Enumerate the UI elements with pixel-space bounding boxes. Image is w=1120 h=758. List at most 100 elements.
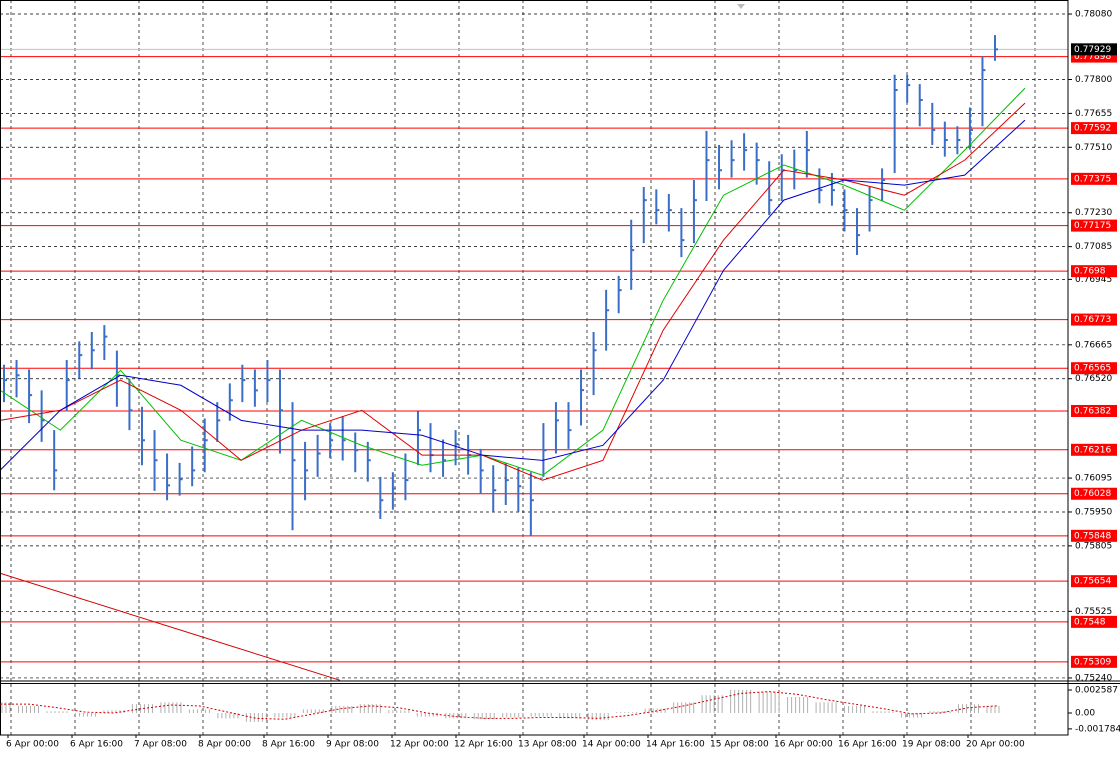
y-tick-label: 0.76665 [1075, 340, 1112, 350]
price-bar [843, 189, 848, 232]
price-bar [379, 476, 384, 519]
moving-average [0, 87, 1026, 476]
y-tick-label: 0.76520 [1075, 374, 1112, 384]
osc-tick-label: 0.002587 [1075, 685, 1118, 695]
price-bar [705, 130, 710, 202]
price-bar [667, 194, 672, 232]
price-bar [228, 383, 233, 421]
level-label-box [1071, 172, 1117, 185]
x-tick-label: 15 Apr 08:00 [710, 740, 769, 750]
price-bar [3, 364, 7, 403]
price-bar [15, 360, 20, 398]
y-tick-label: 0.75525 [1075, 607, 1112, 617]
level-label: 0.77592 [1074, 124, 1111, 134]
price-bar [216, 402, 221, 442]
level-label: 0.76028 [1074, 489, 1111, 499]
price-bar [567, 402, 572, 449]
price-bar [28, 369, 33, 424]
x-tick-label: 20 Apr 00:00 [966, 740, 1025, 750]
x-tick-label: 16 Apr 16:00 [838, 740, 897, 750]
level-label-box [1071, 443, 1117, 456]
level-label: 0.76216 [1074, 445, 1111, 455]
price-bar [805, 130, 810, 178]
x-tick-label: 8 Apr 00:00 [198, 740, 251, 750]
x-tick-label: 12 Apr 16:00 [454, 740, 513, 750]
x-tick-label: 14 Apr 00:00 [582, 740, 641, 750]
y-tick-label: 0.75805 [1075, 541, 1112, 551]
price-bar [53, 430, 58, 491]
moving-average [0, 119, 1026, 471]
price-bar [881, 168, 886, 202]
price-bar [755, 142, 760, 185]
price-bar [868, 187, 873, 232]
price-bar [391, 472, 396, 510]
price-bar [153, 430, 158, 491]
price-bar [354, 432, 359, 473]
price-bar [128, 378, 133, 431]
price-bar [856, 208, 861, 256]
x-tick-label: 16 Apr 00:00 [774, 740, 833, 750]
level-label: 0.77175 [1074, 221, 1111, 231]
x-tick-label: 13 Apr 08:00 [518, 740, 577, 750]
level-label: 0.7548 [1074, 617, 1106, 627]
last-price-label: 0.77929 [1074, 45, 1111, 55]
y-tick-label: 0.78080 [1075, 10, 1112, 20]
price-bar [630, 219, 635, 290]
price-bar [278, 369, 283, 454]
level-label-box [1071, 487, 1117, 500]
price-bar [918, 84, 923, 127]
price-bar [981, 56, 986, 127]
price-bar [329, 423, 334, 459]
x-tick-label: 12 Apr 00:00 [390, 740, 449, 750]
y-tick-label: 0.75240 [1075, 673, 1112, 683]
price-bar [266, 360, 271, 403]
level-label-box [1071, 404, 1117, 417]
price-bar [943, 121, 948, 157]
level-label-box [1071, 265, 1117, 278]
price-bar [241, 364, 246, 403]
level-label-box [1071, 313, 1117, 326]
price-bar [191, 446, 196, 487]
level-label-box [1071, 529, 1117, 542]
x-tick-label: 14 Apr 16:00 [646, 740, 705, 750]
price-bar [580, 369, 585, 426]
price-bar [416, 411, 421, 466]
osc-tick-label: -0.001784 [1075, 724, 1120, 734]
x-tick-label: 6 Apr 00:00 [6, 740, 59, 750]
level-label: 0.77375 [1074, 174, 1111, 184]
price-bar [718, 144, 723, 190]
level-label: 0.75848 [1074, 531, 1111, 541]
level-label: 0.77898 [1074, 52, 1111, 62]
price-bar [617, 275, 622, 314]
price-bar [605, 289, 610, 351]
price-bar [893, 74, 898, 173]
price-bar [291, 402, 296, 531]
y-tick-label: 0.77085 [1075, 242, 1112, 252]
price-bar [103, 325, 108, 361]
level-label: 0.76773 [1074, 315, 1111, 325]
level-label: 0.75309 [1074, 657, 1111, 667]
x-tick-label: 8 Apr 16:00 [262, 740, 315, 750]
plot-frame [0, 0, 1069, 736]
level-label-box [1071, 655, 1117, 668]
y-tick-label: 0.76945 [1075, 275, 1112, 285]
price-bar [968, 107, 973, 150]
price-bar [906, 74, 911, 103]
price-bar [492, 465, 497, 512]
moving-average [0, 102, 1026, 481]
x-tick-label: 19 Apr 08:00 [902, 740, 961, 750]
price-bar [366, 441, 371, 482]
price-bar [90, 331, 95, 370]
price-bar [592, 331, 597, 396]
price-bar [166, 453, 171, 501]
level-label-box [1071, 575, 1117, 588]
price-bar [304, 441, 309, 501]
price-bar [78, 341, 83, 379]
level-label-box [1071, 122, 1117, 135]
y-tick-label: 0.77230 [1075, 208, 1112, 218]
level-label-box [1071, 362, 1117, 375]
price-bar [529, 472, 534, 536]
price-bar [554, 402, 559, 454]
osc-tick-label: 0.00 [1075, 709, 1095, 719]
